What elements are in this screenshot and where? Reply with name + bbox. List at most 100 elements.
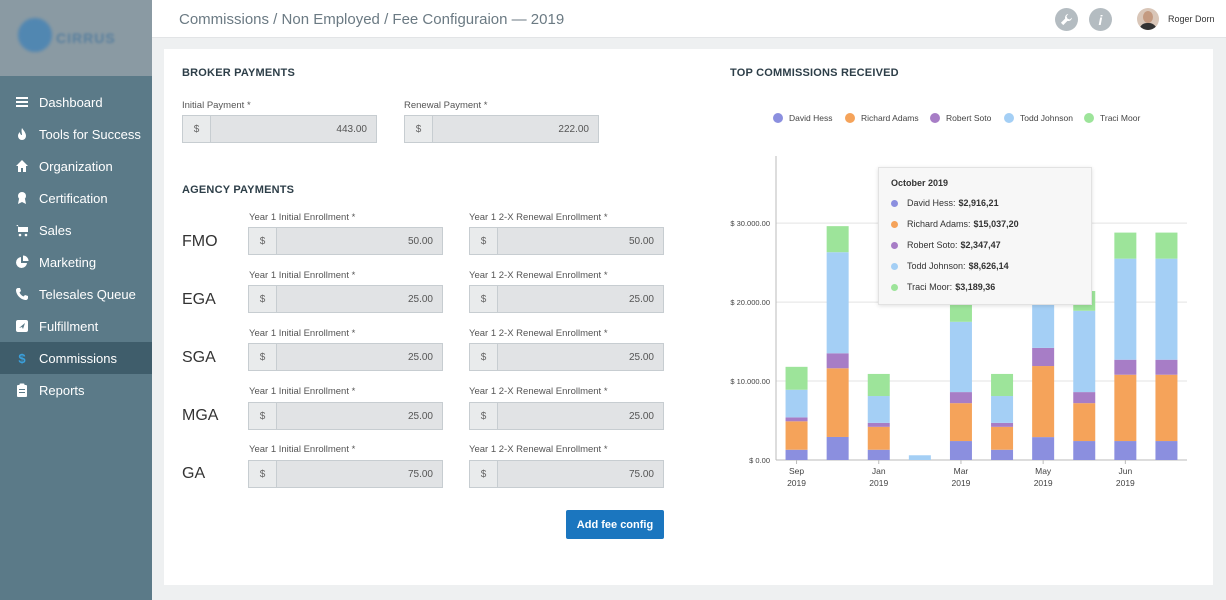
ga-renewal-field[interactable]: $ 75.00 <box>469 460 664 488</box>
currency-addon: $ <box>249 403 277 429</box>
sga-initial-value[interactable]: 25.00 <box>277 344 442 370</box>
renewal-enrollment-label: Year 1 2-X Renewal Enrollment * <box>469 270 608 281</box>
agency-payments-title: AGENCY PAYMENTS <box>182 184 295 196</box>
sga-initial-field[interactable]: $ 25.00 <box>248 343 443 371</box>
tooltip-row: David Hess: $2,916,21 <box>891 198 999 208</box>
currency-addon: $ <box>183 116 211 142</box>
sidebar-item-organization[interactable]: Organization <box>0 150 152 182</box>
logo-mark <box>18 18 52 52</box>
currency-addon: $ <box>405 116 433 142</box>
currency-addon: $ <box>249 286 277 312</box>
wrench-icon[interactable] <box>1055 8 1078 31</box>
sidebar-item-marketing[interactable]: Marketing <box>0 246 152 278</box>
currency-addon: $ <box>470 286 498 312</box>
mga-renewal-value[interactable]: 25.00 <box>498 403 663 429</box>
ga-renewal-value[interactable]: 75.00 <box>498 461 663 487</box>
fmo-initial-field[interactable]: $ 50.00 <box>248 227 443 255</box>
ega-initial-field[interactable]: $ 25.00 <box>248 285 443 313</box>
agency-row-label: EGA <box>182 291 216 308</box>
flame-icon <box>15 127 29 141</box>
award-icon <box>15 191 29 205</box>
sidebar-item-label: Marketing <box>39 254 97 270</box>
info-icon[interactable]: i <box>1089 8 1112 31</box>
agency-row-label: FMO <box>182 233 218 250</box>
tooltip-series-name: Richard Adams <box>907 219 969 229</box>
clipboard-icon <box>15 383 29 397</box>
chart-title: TOP COMMISSIONS RECEIVED <box>730 67 899 79</box>
tooltip-series-value: $3,189,36 <box>955 282 996 292</box>
sidebar-nav: Dashboard Tools for Success Organization… <box>0 86 152 406</box>
series-dot <box>891 199 898 207</box>
fmo-initial-value[interactable]: 50.00 <box>277 228 442 254</box>
ga-initial-field[interactable]: $ 75.00 <box>248 460 443 488</box>
initial-payment-value[interactable]: 443.00 <box>211 116 376 142</box>
send-icon <box>15 319 29 333</box>
initial-enrollment-label: Year 1 Initial Enrollment * <box>249 270 356 281</box>
sidebar-item-label: Dashboard <box>39 94 103 110</box>
mga-initial-value[interactable]: 25.00 <box>277 403 442 429</box>
sidebar-item-tools[interactable]: Tools for Success <box>0 118 152 150</box>
tooltip-series-name: David Hess <box>907 198 954 208</box>
sidebar-item-label: Commissions <box>39 350 118 366</box>
currency-addon: $ <box>470 461 498 487</box>
agency-row-label: SGA <box>182 349 216 366</box>
initial-payment-field[interactable]: $ 443.00 <box>182 115 377 143</box>
currency-addon: $ <box>249 461 277 487</box>
initial-payment-label: Initial Payment * <box>182 100 251 111</box>
phone-icon <box>15 287 29 301</box>
add-fee-config-button[interactable]: Add fee config <box>566 510 664 539</box>
fmo-renewal-value[interactable]: 50.00 <box>498 228 663 254</box>
sidebar-item-reports[interactable]: Reports <box>0 374 152 406</box>
tooltip-series-name: Robert Soto <box>907 240 956 250</box>
currency-addon: $ <box>249 228 277 254</box>
tooltip-series-value: $2,347,47 <box>960 240 1001 250</box>
user-name[interactable]: Roger Dorn <box>1168 14 1215 24</box>
sga-renewal-value[interactable]: 25.00 <box>498 344 663 370</box>
ega-renewal-field[interactable]: $ 25.00 <box>469 285 664 313</box>
mga-renewal-field[interactable]: $ 25.00 <box>469 402 664 430</box>
series-dot <box>891 241 898 249</box>
sidebar-item-label: Certification <box>39 190 108 206</box>
ega-initial-value[interactable]: 25.00 <box>277 286 442 312</box>
pie-icon <box>15 255 29 269</box>
renewal-payment-field[interactable]: $ 222.00 <box>404 115 599 143</box>
sidebar: CIRRUS Dashboard Tools for Success Organ… <box>0 0 152 600</box>
initial-enrollment-label: Year 1 Initial Enrollment * <box>249 328 356 339</box>
dollar-icon: $ <box>18 350 26 366</box>
sidebar-item-fulfillment[interactable]: Fulfillment <box>0 310 152 342</box>
broker-payments-title: BROKER PAYMENTS <box>182 67 296 79</box>
ega-renewal-value[interactable]: 25.00 <box>498 286 663 312</box>
mga-initial-field[interactable]: $ 25.00 <box>248 402 443 430</box>
ga-initial-value[interactable]: 75.00 <box>277 461 442 487</box>
sidebar-item-certification[interactable]: Certification <box>0 182 152 214</box>
home-icon <box>15 159 29 173</box>
breadcrumb: Commissions / Non Employed / Fee Configu… <box>179 11 565 28</box>
sidebar-item-telesales[interactable]: Telesales Queue <box>0 278 152 310</box>
cart-icon <box>15 223 29 237</box>
tooltip-row: Todd Johnson: $8,626,14 <box>891 261 1009 271</box>
sidebar-item-label: Fulfillment <box>39 318 99 334</box>
avatar[interactable] <box>1137 8 1159 30</box>
series-dot <box>891 220 898 228</box>
tooltip-series-value: $2,916,21 <box>958 198 999 208</box>
sidebar-item-label: Organization <box>39 158 113 174</box>
sidebar-item-dashboard[interactable]: Dashboard <box>0 86 152 118</box>
tooltip-series-name: Traci Moor <box>907 282 950 292</box>
renewal-payment-value[interactable]: 222.00 <box>433 116 598 142</box>
logo[interactable]: CIRRUS <box>0 0 152 76</box>
sga-renewal-field[interactable]: $ 25.00 <box>469 343 664 371</box>
sidebar-item-sales[interactable]: Sales <box>0 214 152 246</box>
agency-row-label: GA <box>182 465 206 482</box>
tooltip-row: Traci Moor: $3,189,36 <box>891 282 995 292</box>
fmo-renewal-field[interactable]: $ 50.00 <box>469 227 664 255</box>
sidebar-item-label: Telesales Queue <box>39 286 136 302</box>
renewal-enrollment-label: Year 1 2-X Renewal Enrollment * <box>469 328 608 339</box>
main-card: BROKER PAYMENTS Initial Payment * $ 443.… <box>164 49 1213 585</box>
logo-text: CIRRUS <box>56 30 116 46</box>
tooltip-series-name: Todd Johnson <box>907 261 964 271</box>
sidebar-item-commissions[interactable]: $ Commissions <box>0 342 152 374</box>
series-dot <box>891 283 898 291</box>
renewal-enrollment-label: Year 1 2-X Renewal Enrollment * <box>469 444 608 455</box>
chart-tooltip: October 2019 David Hess: $2,916,21 Richar… <box>878 167 1092 305</box>
currency-addon: $ <box>249 344 277 370</box>
